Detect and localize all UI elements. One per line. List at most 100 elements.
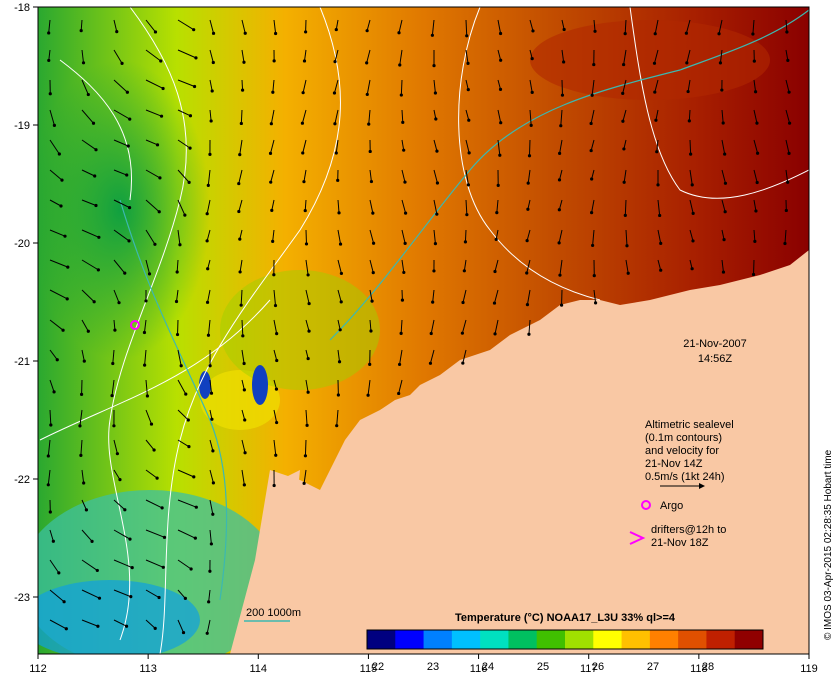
velocity-arrow xyxy=(559,259,563,276)
velocity-arrow xyxy=(401,199,407,214)
velocity-arrow-head xyxy=(592,274,596,278)
velocity-arrow-head xyxy=(79,392,84,396)
velocity-arrow-head xyxy=(493,269,497,274)
velocity-arrow xyxy=(462,289,467,303)
velocity-arrow-head xyxy=(94,148,98,152)
y-axis: -18 -19 -20 -21 -22 -23 xyxy=(14,2,38,604)
velocity-arrow-head xyxy=(463,240,468,244)
velocity-arrow-head xyxy=(110,393,114,398)
velocity-arrow-head xyxy=(242,60,246,64)
velocity-arrow xyxy=(721,169,726,184)
velocity-arrow-head xyxy=(152,448,156,452)
velocity-arrow xyxy=(753,169,758,183)
velocity-arrow xyxy=(689,229,694,242)
velocity-arrow-head xyxy=(183,213,187,217)
velocity-arrow-head xyxy=(237,209,241,214)
velocity-arrow xyxy=(209,19,215,34)
colorbar-segment xyxy=(734,630,764,649)
velocity-arrow xyxy=(177,109,191,117)
velocity-arrow-head xyxy=(62,600,66,604)
velocity-arrow-head xyxy=(751,32,755,36)
sealevel-legend: Altimetric sealevel (0.1m contours) and … xyxy=(645,419,734,489)
velocity-arrow xyxy=(49,199,62,207)
velocity-arrow xyxy=(49,349,58,361)
velocity-arrow xyxy=(624,19,627,34)
velocity-arrow-head xyxy=(529,123,533,127)
velocity-arrow-head xyxy=(465,213,469,217)
y-tick-label: -23 xyxy=(14,592,30,604)
velocity-arrow xyxy=(305,259,309,276)
velocity-arrow xyxy=(433,169,438,184)
velocity-arrow-head xyxy=(193,536,197,540)
velocity-arrow-head xyxy=(130,566,134,570)
velocity-arrow xyxy=(337,289,342,302)
velocity-arrow xyxy=(623,169,627,183)
sealevel-line: Altimetric sealevel xyxy=(645,419,734,431)
velocity-arrow-head xyxy=(55,358,59,362)
velocity-arrow-head xyxy=(557,178,562,182)
velocity-arrow xyxy=(433,79,436,94)
velocity-arrow xyxy=(302,139,307,154)
velocity-arrow xyxy=(591,79,595,96)
velocity-arrow-head xyxy=(655,150,659,154)
velocity-arrow-head xyxy=(527,154,532,158)
velocity-arrow xyxy=(560,109,563,126)
velocity-arrow-head xyxy=(194,505,198,509)
velocity-arrow xyxy=(622,79,627,94)
velocity-arrow-head xyxy=(211,449,215,453)
velocity-arrow-head xyxy=(240,88,245,92)
velocity-arrow-head xyxy=(467,118,471,122)
velocity-arrow-head xyxy=(237,181,241,186)
velocity-arrow xyxy=(113,619,127,627)
velocity-arrow-head xyxy=(205,300,210,304)
velocity-arrow-head xyxy=(684,31,688,35)
velocity-arrow-head xyxy=(787,90,791,94)
velocity-arrow xyxy=(49,139,60,155)
x-tick-label: 119 xyxy=(800,663,818,675)
velocity-arrow xyxy=(495,229,499,240)
velocity-arrow xyxy=(753,199,757,212)
velocity-arrow xyxy=(240,289,243,306)
velocity-arrow-head xyxy=(210,417,214,421)
velocity-arrow-head xyxy=(211,31,216,35)
velocity-arrow xyxy=(526,229,531,241)
velocity-arrow xyxy=(145,559,164,568)
velocity-arrow xyxy=(400,79,403,96)
velocity-arrow-head xyxy=(303,454,308,458)
velocity-arrow-head xyxy=(162,535,167,539)
velocity-arrow-head xyxy=(653,90,657,94)
velocity-arrow-head xyxy=(723,181,728,185)
velocity-arrow xyxy=(593,289,597,303)
velocity-arrow xyxy=(113,529,131,540)
velocity-arrow xyxy=(561,19,565,30)
velocity-arrow xyxy=(80,19,83,31)
velocity-arrow xyxy=(81,289,95,303)
velocity-arrow-head xyxy=(492,301,497,305)
velocity-arrow xyxy=(177,469,194,478)
velocity-arrow-head xyxy=(86,92,90,97)
velocity-arrow-head xyxy=(96,268,100,272)
velocity-arrow xyxy=(367,379,371,396)
velocity-arrow xyxy=(47,469,51,485)
velocity-arrow xyxy=(334,49,339,62)
velocity-arrow xyxy=(241,379,245,390)
colorbar-segment xyxy=(706,630,736,649)
velocity-arrow xyxy=(465,49,469,64)
velocity-arrow-head xyxy=(47,31,51,35)
velocity-arrow-head xyxy=(129,595,133,599)
velocity-arrow xyxy=(145,49,162,62)
velocity-arrow xyxy=(305,409,308,426)
velocity-arrow-head xyxy=(493,332,497,336)
velocity-arrow xyxy=(273,439,277,456)
velocity-arrow xyxy=(431,19,435,36)
velocity-arrow-head xyxy=(305,423,309,427)
credit-text: © IMOS 03-Apr-2015 02:28:35 Hobart time xyxy=(823,449,834,640)
velocity-arrow-head xyxy=(187,445,191,449)
velocity-arrow xyxy=(209,529,212,544)
bathymetry-200m xyxy=(329,9,809,341)
velocity-arrow-head xyxy=(689,152,693,156)
velocity-arrow-head xyxy=(336,393,340,397)
colorbar-tick-label: 22 xyxy=(372,661,384,673)
velocity-arrow-head xyxy=(273,303,278,308)
velocity-arrow xyxy=(494,319,499,334)
